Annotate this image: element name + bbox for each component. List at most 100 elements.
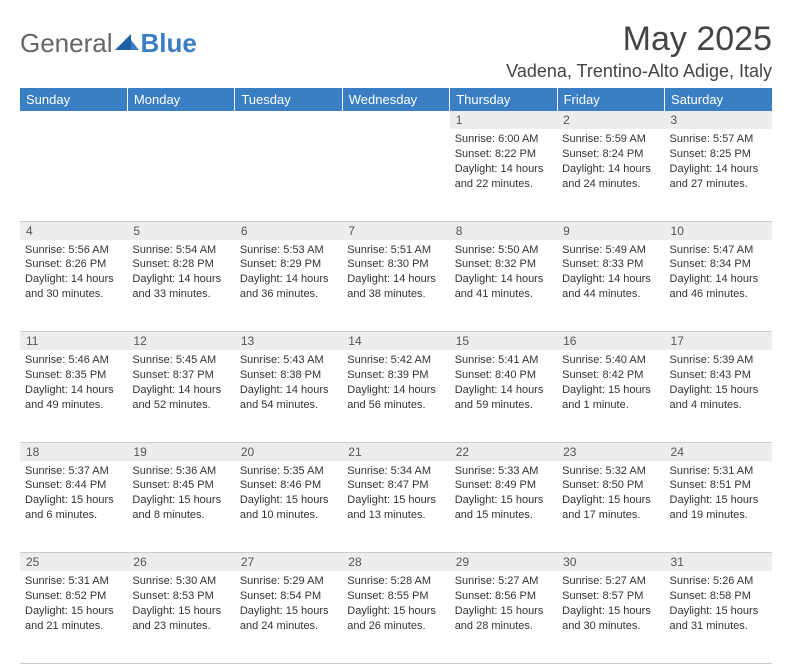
sunrise-text: Sunrise: 5:30 AM bbox=[132, 574, 229, 589]
day-cell: Sunrise: 5:26 AMSunset: 8:58 PMDaylight:… bbox=[665, 571, 772, 663]
content-row: Sunrise: 5:31 AMSunset: 8:52 PMDaylight:… bbox=[20, 571, 772, 663]
day-number: 27 bbox=[235, 553, 342, 571]
sunset-text: Sunset: 8:45 PM bbox=[132, 478, 229, 493]
sunset-text: Sunset: 8:25 PM bbox=[670, 147, 767, 162]
daylight-text: and 44 minutes. bbox=[562, 287, 659, 302]
day-cell: Sunrise: 5:34 AMSunset: 8:47 PMDaylight:… bbox=[342, 461, 449, 553]
day-details: Sunrise: 5:40 AMSunset: 8:42 PMDaylight:… bbox=[557, 350, 664, 417]
day-details: Sunrise: 5:39 AMSunset: 8:43 PMDaylight:… bbox=[665, 350, 772, 417]
daylight-text: Daylight: 14 hours bbox=[132, 272, 229, 287]
day-details: Sunrise: 5:43 AMSunset: 8:38 PMDaylight:… bbox=[235, 350, 342, 417]
day-number: 11 bbox=[20, 332, 127, 350]
daynum-cell: 9 bbox=[557, 221, 664, 240]
daylight-text: and 41 minutes. bbox=[455, 287, 552, 302]
daylight-text: and 31 minutes. bbox=[670, 619, 767, 634]
day-header: Wednesday bbox=[342, 88, 449, 111]
daynum-cell: 22 bbox=[450, 442, 557, 461]
calendar-header-row: SundayMondayTuesdayWednesdayThursdayFrid… bbox=[20, 88, 772, 111]
daynum-cell: 20 bbox=[235, 442, 342, 461]
daylight-text: and 56 minutes. bbox=[347, 398, 444, 413]
sunset-text: Sunset: 8:56 PM bbox=[455, 589, 552, 604]
daylight-text: and 59 minutes. bbox=[455, 398, 552, 413]
daynum-cell: 7 bbox=[342, 221, 449, 240]
daylight-text: Daylight: 14 hours bbox=[132, 383, 229, 398]
day-cell: Sunrise: 5:56 AMSunset: 8:26 PMDaylight:… bbox=[20, 240, 127, 332]
daylight-text: and 38 minutes. bbox=[347, 287, 444, 302]
day-cell: Sunrise: 5:45 AMSunset: 8:37 PMDaylight:… bbox=[127, 350, 234, 442]
sunset-text: Sunset: 8:33 PM bbox=[562, 257, 659, 272]
day-number: 5 bbox=[127, 222, 234, 240]
calendar-table: SundayMondayTuesdayWednesdayThursdayFrid… bbox=[20, 88, 772, 664]
header: General Blue May 2025 Vadena, Trentino-A… bbox=[20, 20, 772, 82]
daynum-cell: 28 bbox=[342, 553, 449, 572]
daylight-text: and 17 minutes. bbox=[562, 508, 659, 523]
daylight-text: Daylight: 14 hours bbox=[240, 272, 337, 287]
day-details: Sunrise: 5:27 AMSunset: 8:56 PMDaylight:… bbox=[450, 571, 557, 638]
sunrise-text: Sunrise: 5:31 AM bbox=[25, 574, 122, 589]
day-details: Sunrise: 5:26 AMSunset: 8:58 PMDaylight:… bbox=[665, 571, 772, 638]
daynum-row: 18192021222324 bbox=[20, 442, 772, 461]
day-details: Sunrise: 5:35 AMSunset: 8:46 PMDaylight:… bbox=[235, 461, 342, 528]
month-title: May 2025 bbox=[506, 20, 772, 59]
sunrise-text: Sunrise: 5:42 AM bbox=[347, 353, 444, 368]
daynum-cell: 27 bbox=[235, 553, 342, 572]
sunrise-text: Sunrise: 5:36 AM bbox=[132, 464, 229, 479]
day-details: Sunrise: 5:56 AMSunset: 8:26 PMDaylight:… bbox=[20, 240, 127, 307]
daylight-text: Daylight: 14 hours bbox=[562, 162, 659, 177]
day-cell bbox=[235, 129, 342, 221]
daynum-cell: 5 bbox=[127, 221, 234, 240]
daylight-text: Daylight: 14 hours bbox=[25, 272, 122, 287]
sunset-text: Sunset: 8:55 PM bbox=[347, 589, 444, 604]
sunset-text: Sunset: 8:58 PM bbox=[670, 589, 767, 604]
day-cell: Sunrise: 5:39 AMSunset: 8:43 PMDaylight:… bbox=[665, 350, 772, 442]
daylight-text: and 24 minutes. bbox=[240, 619, 337, 634]
day-header: Monday bbox=[127, 88, 234, 111]
day-number: 28 bbox=[342, 553, 449, 571]
daynum-cell: 2 bbox=[557, 111, 664, 129]
day-cell bbox=[20, 129, 127, 221]
sunset-text: Sunset: 8:29 PM bbox=[240, 257, 337, 272]
sunset-text: Sunset: 8:34 PM bbox=[670, 257, 767, 272]
daylight-text: Daylight: 14 hours bbox=[562, 272, 659, 287]
daylight-text: and 23 minutes. bbox=[132, 619, 229, 634]
day-details: Sunrise: 5:54 AMSunset: 8:28 PMDaylight:… bbox=[127, 240, 234, 307]
day-number: 17 bbox=[665, 332, 772, 350]
day-details: Sunrise: 5:53 AMSunset: 8:29 PMDaylight:… bbox=[235, 240, 342, 307]
day-cell: Sunrise: 5:53 AMSunset: 8:29 PMDaylight:… bbox=[235, 240, 342, 332]
daylight-text: and 36 minutes. bbox=[240, 287, 337, 302]
day-number: 26 bbox=[127, 553, 234, 571]
day-details: Sunrise: 5:34 AMSunset: 8:47 PMDaylight:… bbox=[342, 461, 449, 528]
sunset-text: Sunset: 8:22 PM bbox=[455, 147, 552, 162]
daynum-cell: 26 bbox=[127, 553, 234, 572]
day-number bbox=[235, 111, 342, 129]
daylight-text: Daylight: 14 hours bbox=[455, 162, 552, 177]
daylight-text: Daylight: 15 hours bbox=[132, 604, 229, 619]
day-number: 24 bbox=[665, 443, 772, 461]
day-cell: Sunrise: 5:36 AMSunset: 8:45 PMDaylight:… bbox=[127, 461, 234, 553]
daylight-text: and 8 minutes. bbox=[132, 508, 229, 523]
sunrise-text: Sunrise: 5:47 AM bbox=[670, 243, 767, 258]
daynum-cell: 13 bbox=[235, 332, 342, 351]
day-number: 29 bbox=[450, 553, 557, 571]
sunset-text: Sunset: 8:47 PM bbox=[347, 478, 444, 493]
day-number: 25 bbox=[20, 553, 127, 571]
day-details: Sunrise: 5:49 AMSunset: 8:33 PMDaylight:… bbox=[557, 240, 664, 307]
day-cell: Sunrise: 5:28 AMSunset: 8:55 PMDaylight:… bbox=[342, 571, 449, 663]
content-row: Sunrise: 5:46 AMSunset: 8:35 PMDaylight:… bbox=[20, 350, 772, 442]
daylight-text: Daylight: 15 hours bbox=[562, 604, 659, 619]
sunset-text: Sunset: 8:44 PM bbox=[25, 478, 122, 493]
sunrise-text: Sunrise: 5:50 AM bbox=[455, 243, 552, 258]
brand-part2: Blue bbox=[141, 28, 197, 59]
day-details: Sunrise: 5:41 AMSunset: 8:40 PMDaylight:… bbox=[450, 350, 557, 417]
day-details: Sunrise: 5:28 AMSunset: 8:55 PMDaylight:… bbox=[342, 571, 449, 638]
day-cell: Sunrise: 5:33 AMSunset: 8:49 PMDaylight:… bbox=[450, 461, 557, 553]
sunset-text: Sunset: 8:37 PM bbox=[132, 368, 229, 383]
day-details: Sunrise: 5:46 AMSunset: 8:35 PMDaylight:… bbox=[20, 350, 127, 417]
sunset-text: Sunset: 8:49 PM bbox=[455, 478, 552, 493]
daylight-text: Daylight: 15 hours bbox=[455, 604, 552, 619]
day-details: Sunrise: 5:36 AMSunset: 8:45 PMDaylight:… bbox=[127, 461, 234, 528]
sunrise-text: Sunrise: 5:27 AM bbox=[455, 574, 552, 589]
day-number: 3 bbox=[665, 111, 772, 129]
day-details: Sunrise: 5:31 AMSunset: 8:52 PMDaylight:… bbox=[20, 571, 127, 638]
day-header: Friday bbox=[557, 88, 664, 111]
